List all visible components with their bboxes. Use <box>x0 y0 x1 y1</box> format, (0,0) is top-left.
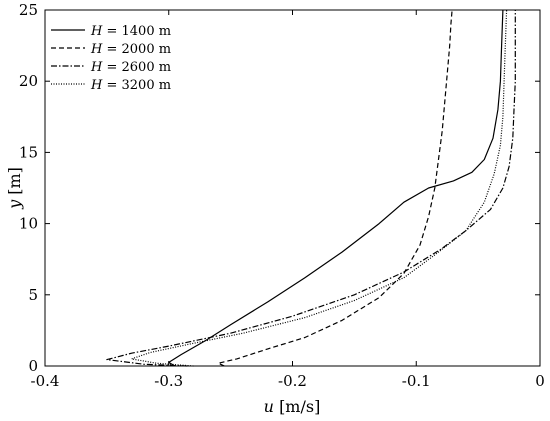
x-axis-label: u [m/s] <box>264 397 321 416</box>
legend-label-3: H = 2600 m <box>90 60 171 75</box>
x-tick-label: -0.4 <box>31 372 60 390</box>
y-axis-label: y [m] <box>5 167 24 210</box>
legend: H = 1400 mH = 2000 mH = 2600 mH = 3200 m <box>51 24 171 93</box>
y-tick-label: 0 <box>28 357 38 375</box>
legend-variable: H <box>90 42 103 57</box>
legend-value: = 2000 m <box>102 42 171 57</box>
series-line-4 <box>131 9 508 367</box>
y-tick-label: 20 <box>19 72 38 90</box>
curves <box>106 9 516 367</box>
legend-label-2: H = 2000 m <box>90 42 171 57</box>
y-tick-label: 10 <box>19 215 38 233</box>
series-line-1 <box>168 9 504 367</box>
legend-variable: H <box>90 24 103 39</box>
x-axis-variable: u <box>264 397 274 416</box>
y-tick-label: 5 <box>28 286 38 304</box>
ticks <box>44 9 541 367</box>
legend-value: = 3200 m <box>102 78 171 93</box>
y-tick-label: 25 <box>19 1 38 19</box>
legend-value: = 2600 m <box>102 60 171 75</box>
x-tick-label: -0.1 <box>402 372 431 390</box>
y-tick-label: 15 <box>19 143 38 161</box>
x-tick-label: -0.3 <box>154 372 183 390</box>
legend-label-1: H = 1400 m <box>90 24 171 39</box>
x-tick-label: 0 <box>535 372 545 390</box>
y-axis-variable: y <box>5 199 24 210</box>
series-line-2 <box>217 9 453 367</box>
y-axis-unit: [m] <box>5 167 24 195</box>
x-tick-label: -0.2 <box>278 372 307 390</box>
x-axis-unit: [m/s] <box>279 397 320 416</box>
legend-variable: H <box>90 60 103 75</box>
legend-label-4: H = 3200 m <box>90 78 171 93</box>
legend-value: = 1400 m <box>102 24 171 39</box>
tick-labels: -0.4 -0.3 -0.2 -0.1 0 0 5 10 15 20 25 <box>19 1 545 390</box>
legend-variable: H <box>90 78 103 93</box>
series-line-3 <box>106 10 516 367</box>
